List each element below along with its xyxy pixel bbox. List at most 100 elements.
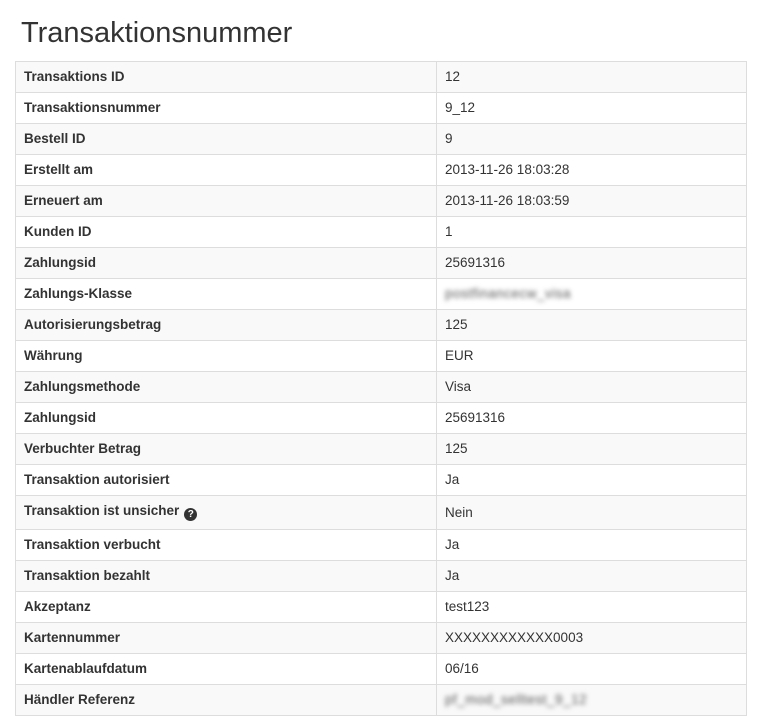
table-row: Transaktions ID 12	[15, 61, 747, 93]
table-row: Akzeptanz test123	[15, 591, 747, 623]
row-value: XXXXXXXXXXXX0003	[436, 622, 747, 654]
table-row: Transaktion bezahlt Ja	[15, 560, 747, 592]
row-label: Transaktion ist unsicher?	[15, 495, 437, 530]
row-label: Transaktion autorisiert	[15, 464, 437, 496]
table-row: Transaktion ist unsicher? Nein	[15, 495, 747, 530]
transaction-details-table: Transaktions ID 12 Transaktionsnummer 9_12 B…	[15, 61, 747, 716]
help-icon[interactable]: ?	[184, 508, 198, 521]
page-title: Transaktionsnummer	[21, 17, 293, 49]
row-value-text: Ja	[445, 537, 460, 552]
transaction-table-body: Transaktions ID 12 Transaktionsnummer 9_12 B…	[15, 61, 747, 716]
table-row: Verbuchter Betrag 125	[15, 433, 747, 465]
row-value: EUR	[436, 340, 747, 372]
row-label: Währung	[15, 340, 437, 372]
row-value: 2013-11-26 18:03:28	[436, 154, 747, 186]
row-label: Zahlungs-Klasse	[15, 278, 437, 310]
row-value-text: test123	[445, 599, 490, 614]
row-value: 1	[436, 216, 747, 248]
row-label: Zahlungsid	[15, 247, 437, 279]
table-row: Transaktionsnummer 9_12	[15, 92, 747, 124]
row-value-text: 125	[445, 441, 468, 456]
row-label: Kartennummer	[15, 622, 437, 654]
row-value: 06/16	[436, 653, 747, 685]
table-row: Zahlungsmethode Visa	[15, 371, 747, 403]
row-label: Kunden ID	[15, 216, 437, 248]
row-value-text: postfinancecw_visa	[445, 286, 572, 301]
table-row: Händler Referenz pf_mod_selltest_9_12	[15, 684, 747, 716]
table-row: Erneuert am 2013-11-26 18:03:59	[15, 185, 747, 217]
row-value-text: Visa	[445, 379, 472, 394]
row-label-text: Transaktions ID	[24, 69, 125, 84]
row-label-text: Kartenablaufdatum	[24, 661, 148, 676]
row-label-text: Zahlungsmethode	[24, 379, 141, 394]
row-value: 9_12	[436, 92, 747, 124]
row-label-text: Transaktion verbucht	[24, 537, 161, 552]
table-row: Kartennummer XXXXXXXXXXXX0003	[15, 622, 747, 654]
row-label: Autorisierungsbetrag	[15, 309, 437, 341]
row-value: 25691316	[436, 402, 747, 434]
row-value-text: XXXXXXXXXXXX0003	[445, 630, 584, 645]
row-label: Erneuert am	[15, 185, 437, 217]
row-label: Transaktions ID	[15, 61, 437, 93]
table-row: Zahlungsid 25691316	[15, 402, 747, 434]
row-label: Erstellt am	[15, 154, 437, 186]
row-label-text: Autorisierungsbetrag	[24, 317, 162, 332]
row-label-text: Bestell ID	[24, 131, 86, 146]
table-row: Kunden ID 1	[15, 216, 747, 248]
row-value: 9	[436, 123, 747, 155]
row-label: Händler Referenz	[15, 684, 437, 716]
row-label-text: Transaktion ist unsicher	[24, 503, 180, 518]
row-value-text: 9	[445, 131, 453, 146]
table-row: Autorisierungsbetrag 125	[15, 309, 747, 341]
row-label-text: Händler Referenz	[24, 692, 136, 707]
row-value: pf_mod_selltest_9_12	[436, 684, 747, 716]
row-label-text: Erstellt am	[24, 162, 94, 177]
row-label-text: Akzeptanz	[24, 599, 91, 614]
row-label-text: Transaktion bezahlt	[24, 568, 151, 583]
row-value: 25691316	[436, 247, 747, 279]
row-value: 125	[436, 309, 747, 341]
row-value-text: Ja	[445, 568, 460, 583]
row-label-text: Zahlungs-Klasse	[24, 286, 133, 301]
row-value: 2013-11-26 18:03:59	[436, 185, 747, 217]
row-value: Visa	[436, 371, 747, 403]
table-row: Transaktion autorisiert Ja	[15, 464, 747, 496]
table-row: Kartenablaufdatum 06/16	[15, 653, 747, 685]
table-row: Erstellt am 2013-11-26 18:03:28	[15, 154, 747, 186]
row-label-text: Erneuert am	[24, 193, 103, 208]
page-container: Transaktionsnummer Transaktions ID 12 Tran…	[0, 15, 762, 726]
row-value: postfinancecw_visa	[436, 278, 747, 310]
table-row: Währung EUR	[15, 340, 747, 372]
row-value: Ja	[436, 529, 747, 561]
row-label-text: Kunden ID	[24, 224, 92, 239]
table-row: Zahlungsid 25691316	[15, 247, 747, 279]
table-row: Zahlungs-Klasse postfinancecw_visa	[15, 278, 747, 310]
row-value: test123	[436, 591, 747, 623]
row-value-text: 9_12	[445, 100, 476, 115]
row-value: 125	[436, 433, 747, 465]
row-value-text: EUR	[445, 348, 474, 363]
row-label-text: Zahlungsid	[24, 255, 96, 270]
row-label: Bestell ID	[15, 123, 437, 155]
table-row: Bestell ID 9	[15, 123, 747, 155]
row-value-text: Nein	[445, 504, 473, 520]
row-label-text: Transaktionsnummer	[24, 100, 161, 115]
row-label: Kartenablaufdatum	[15, 653, 437, 685]
row-value-text: 2013-11-26 18:03:28	[445, 162, 570, 177]
row-value-text: 25691316	[445, 255, 506, 270]
row-value-text: pf_mod_selltest_9_12	[445, 692, 588, 707]
row-value-text: 1	[445, 224, 453, 239]
row-label-text: Kartennummer	[24, 630, 121, 645]
row-value-text: 2013-11-26 18:03:59	[445, 193, 570, 208]
row-value-text: 125	[445, 317, 468, 332]
row-value-text: 25691316	[445, 410, 506, 425]
row-value-text: 12	[445, 69, 461, 84]
row-label: Zahlungsmethode	[15, 371, 437, 403]
row-label: Transaktionsnummer	[15, 92, 437, 124]
row-label-text: Verbuchter Betrag	[24, 441, 142, 456]
row-label: Akzeptanz	[15, 591, 437, 623]
row-label: Transaktion bezahlt	[15, 560, 437, 592]
row-value: Ja	[436, 560, 747, 592]
row-label-text: Transaktion autorisiert	[24, 472, 170, 487]
row-value: Ja	[436, 464, 747, 496]
